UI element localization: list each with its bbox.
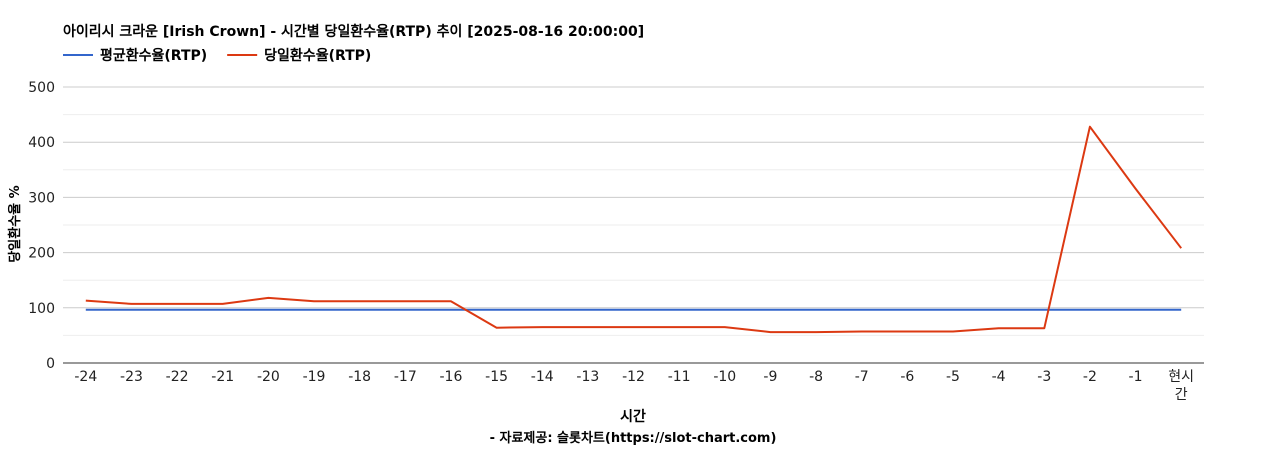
legend: 평균환수율(RTP) 당일환수율(RTP)	[63, 47, 371, 64]
y-tick-label: 300	[28, 190, 55, 206]
x-axis-ticks: -24 -23 -22 -21 -20 -19 -18 -17 -16 -15 -14 -13 -12 -…	[74, 369, 1194, 403]
x-axis-title: 시간	[620, 408, 646, 425]
x-tick-label: -10	[713, 369, 736, 385]
legend-label-2: 당일환수율(RTP)	[264, 47, 371, 64]
y-tick-label: 100	[28, 301, 55, 317]
x-tick-label: -16	[440, 369, 463, 385]
y-axis-ticks: 0 100 200 300 400 500	[28, 80, 55, 372]
y-tick-label: 400	[28, 135, 55, 151]
x-tick-label: -12	[622, 369, 645, 385]
y-tick-label: 0	[46, 356, 55, 372]
x-tick-label: -4	[992, 369, 1006, 385]
x-tick-label: -2	[1083, 369, 1097, 385]
x-tick-label: -21	[211, 369, 234, 385]
x-tick-label: 현시 간	[1168, 369, 1194, 403]
legend-label-1: 평균환수율(RTP)	[100, 47, 207, 64]
x-tick-label: -6	[900, 369, 914, 385]
x-tick-label: -7	[855, 369, 869, 385]
x-tick-label: -23	[120, 369, 143, 385]
y-tick-label: 200	[28, 246, 55, 262]
grid	[63, 86, 1204, 364]
x-tick-label: -15	[485, 369, 508, 385]
x-tick-label: -8	[809, 369, 823, 385]
x-tick-label: -9	[763, 369, 777, 385]
series-line-2	[85, 125, 1182, 334]
x-tick-label: -3	[1037, 369, 1051, 385]
x-tick-label: -11	[668, 369, 691, 385]
series-lines	[85, 125, 1182, 334]
y-axis-title: 당일환수율 %	[7, 185, 23, 262]
x-tick-label: -22	[166, 369, 189, 385]
chart-title: 아이리시 크라운 [Irish Crown] - 시간별 당일환수율(RTP) …	[63, 23, 644, 40]
y-tick-label: 500	[28, 80, 55, 96]
x-tick-label: -20	[257, 369, 280, 385]
x-tick-label: -24	[74, 369, 97, 385]
x-tick-label: -1	[1129, 369, 1143, 385]
x-tick-label: -17	[394, 369, 417, 385]
x-tick-label: -5	[946, 369, 960, 385]
x-tick-label: -19	[303, 369, 326, 385]
x-tick-label: -14	[531, 369, 554, 385]
x-tick-label: -18	[348, 369, 371, 385]
source-note: - 자료제공: 슬롯차트(https://slot-chart.com)	[490, 430, 777, 446]
x-tick-label: -13	[576, 369, 599, 385]
